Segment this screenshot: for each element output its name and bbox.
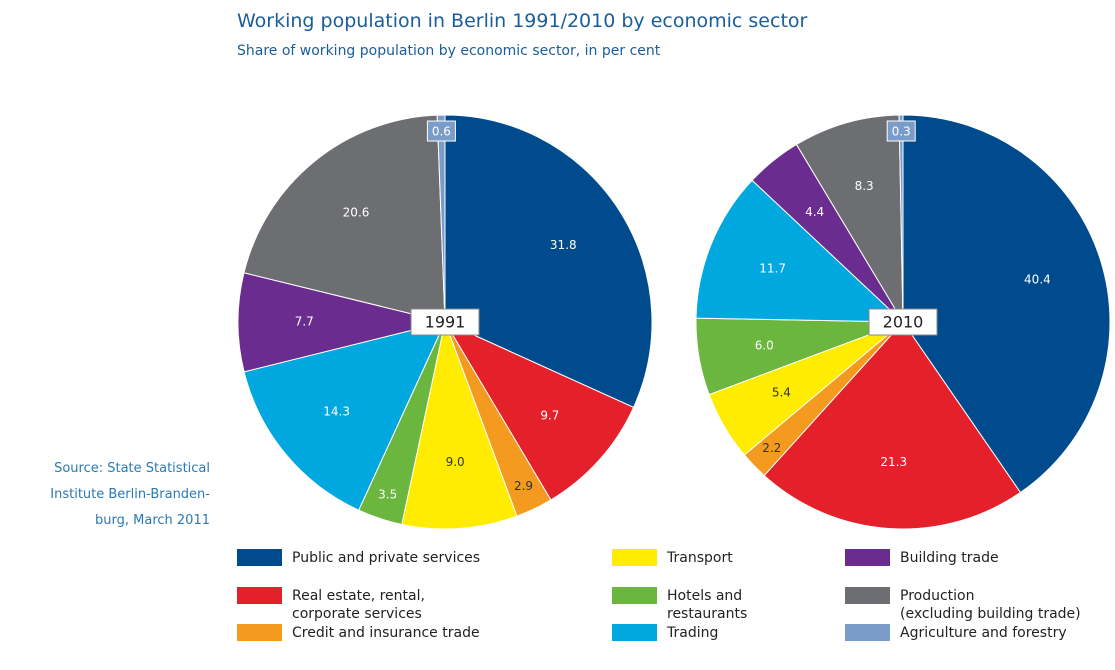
legend-swatch	[237, 549, 282, 566]
legend-label: Building trade	[900, 550, 999, 566]
value-label: 2.2	[762, 441, 781, 455]
pie-slice	[898, 114, 904, 323]
legend-item: Transport	[612, 549, 733, 567]
value-label: 14.3	[323, 404, 350, 418]
legend-item: Credit and insurance trade	[237, 624, 480, 642]
legend-item: Real estate, rental, corporate services	[237, 587, 425, 623]
value-label: 4.4	[805, 205, 824, 219]
legend-swatch	[845, 549, 890, 566]
pie-slice	[763, 321, 1022, 530]
legend-label: Agriculture and forestry	[900, 625, 1067, 641]
legend-swatch	[237, 624, 282, 641]
value-label: 3.5	[378, 487, 397, 501]
pie-slice	[243, 321, 446, 511]
source: Source: State Statistical Institute Berli…	[50, 456, 210, 534]
source-line: Institute Berlin-Branden-	[50, 487, 210, 502]
legend-item: Production (excluding building trade)	[845, 587, 1081, 623]
legend-swatch	[612, 624, 657, 641]
value-label-box	[886, 120, 916, 142]
legend-item: Trading	[612, 624, 718, 642]
value-label: 5.4	[772, 385, 791, 399]
legend-swatch	[612, 549, 657, 566]
pie-slice	[243, 114, 446, 323]
pie-slice	[401, 320, 518, 530]
legend-label: Transport	[667, 550, 733, 566]
legend-item: Agriculture and forestry	[845, 624, 1067, 642]
legend-swatch	[612, 587, 657, 604]
pie-slice	[237, 272, 446, 373]
value-label: 21.3	[880, 455, 907, 469]
legend-label: Real estate, rental, corporate services	[292, 588, 425, 622]
legend-item: Public and private services	[237, 549, 480, 567]
pie-slice	[443, 320, 635, 501]
legend-label: Trading	[667, 625, 719, 641]
value-label-box	[426, 120, 456, 142]
value-label: 0.3	[892, 125, 911, 139]
legend-item: Hotels and restaurants	[612, 587, 747, 623]
value-label: 20.6	[343, 205, 370, 219]
value-label: 6.0	[755, 338, 774, 352]
value-label: 11.7	[759, 261, 786, 275]
legend-label: Hotels and restaurants	[667, 588, 748, 622]
value-label: 9.7	[540, 408, 559, 422]
value-label: 7.7	[295, 315, 314, 329]
pie-slice	[902, 114, 1111, 494]
value-label: 31.8	[550, 238, 577, 252]
year-label-box	[410, 308, 480, 336]
legend-label: Production (excluding building trade)	[900, 588, 1081, 622]
title: Working population in Berlin 1991/2010 b…	[237, 10, 808, 32]
source-line: Source: State Statistical	[54, 461, 210, 476]
subtitle: Share of working population by economic …	[237, 43, 661, 59]
pie-slice	[436, 114, 446, 323]
legend-swatch	[845, 624, 890, 641]
legend-label: Public and private services	[292, 550, 481, 566]
value-label: 9.0	[446, 455, 465, 469]
value-label: 0.6	[432, 125, 451, 139]
year-label: 1991	[425, 313, 466, 332]
source-line: burg, March 2011	[95, 513, 210, 528]
year-label-box	[868, 308, 938, 336]
legend-label: Credit and insurance trade	[292, 625, 480, 641]
legend-item: Building trade	[845, 549, 999, 567]
value-label: 40.4	[1024, 273, 1051, 287]
legend-swatch	[845, 587, 890, 604]
year-label: 2010	[883, 313, 924, 332]
value-label: 2.9	[514, 479, 533, 493]
pie-slice	[444, 114, 653, 409]
legend-swatch	[237, 587, 282, 604]
pie-slice	[695, 179, 905, 323]
pie-slice	[795, 114, 904, 324]
value-label: 8.3	[855, 179, 874, 193]
